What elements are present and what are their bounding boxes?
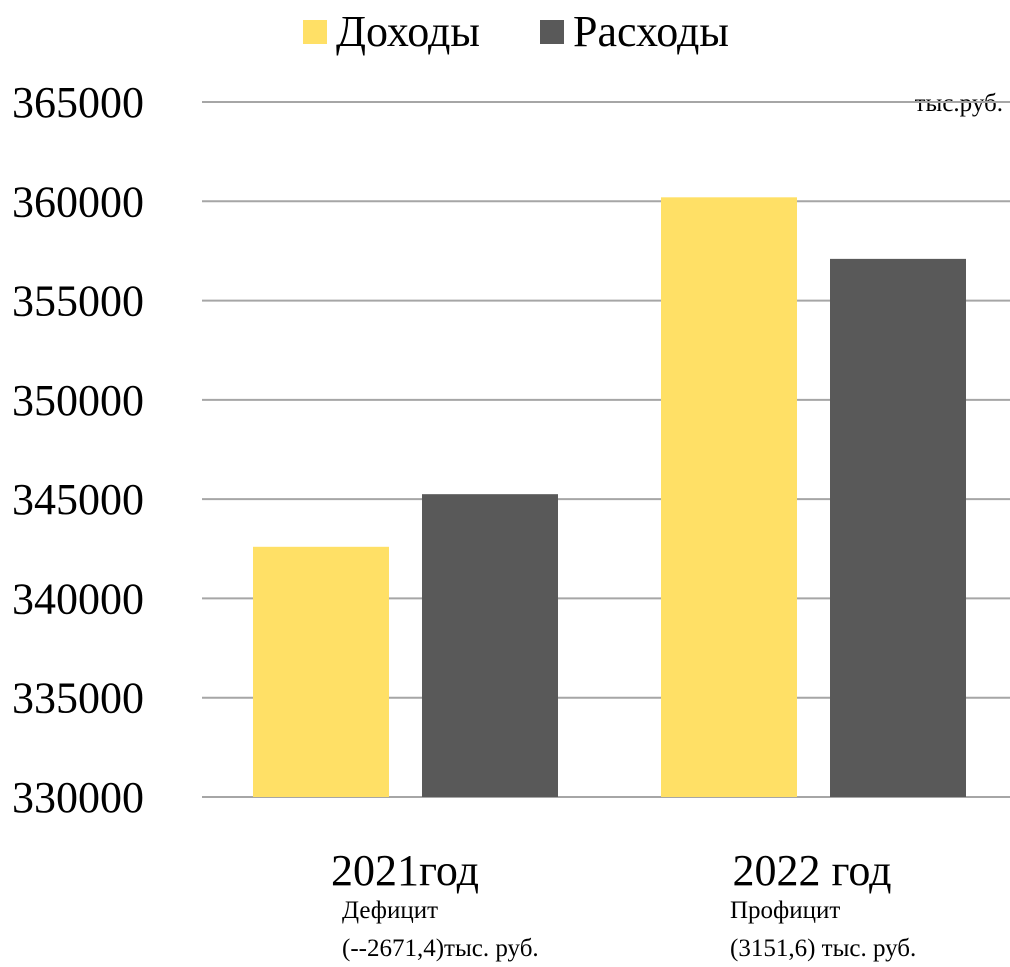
category-note: Профицит — [730, 897, 840, 924]
y-tick-label: 365000 — [12, 78, 144, 127]
chart-legend: Доходы Расходы — [303, 7, 729, 56]
category-label: 2022 год — [732, 846, 891, 895]
y-axis-tick-labels: 330000 335000 340000 345000 350000 355000 3600… — [12, 78, 144, 822]
y-tick-label: 330000 — [12, 773, 144, 822]
y-tick-label: 340000 — [12, 574, 144, 623]
y-tick-label: 345000 — [12, 475, 144, 524]
y-tick-label: 350000 — [12, 376, 144, 425]
bar-income-1 — [253, 546, 389, 797]
bar-expense-1 — [422, 494, 558, 797]
legend-swatch — [303, 20, 327, 44]
bar-income-2 — [661, 197, 797, 798]
legend-label: Расходы — [573, 7, 729, 56]
category-label: 2021год — [331, 846, 479, 895]
bar-expense-2 — [830, 258, 966, 797]
unit-label: тыс.руб. — [915, 90, 1003, 117]
legend-swatch — [540, 20, 564, 44]
y-tick-label: 360000 — [12, 177, 144, 226]
bars — [253, 197, 966, 798]
y-tick-label: 335000 — [12, 674, 144, 723]
category-note: Дефицит — [342, 897, 438, 924]
category-note: (3151,6) тыс. руб. — [730, 935, 916, 962]
legend-label: Доходы — [336, 7, 480, 56]
category-note: (--2671,4)тыс. руб. — [342, 935, 539, 962]
y-tick-label: 355000 — [12, 277, 144, 326]
